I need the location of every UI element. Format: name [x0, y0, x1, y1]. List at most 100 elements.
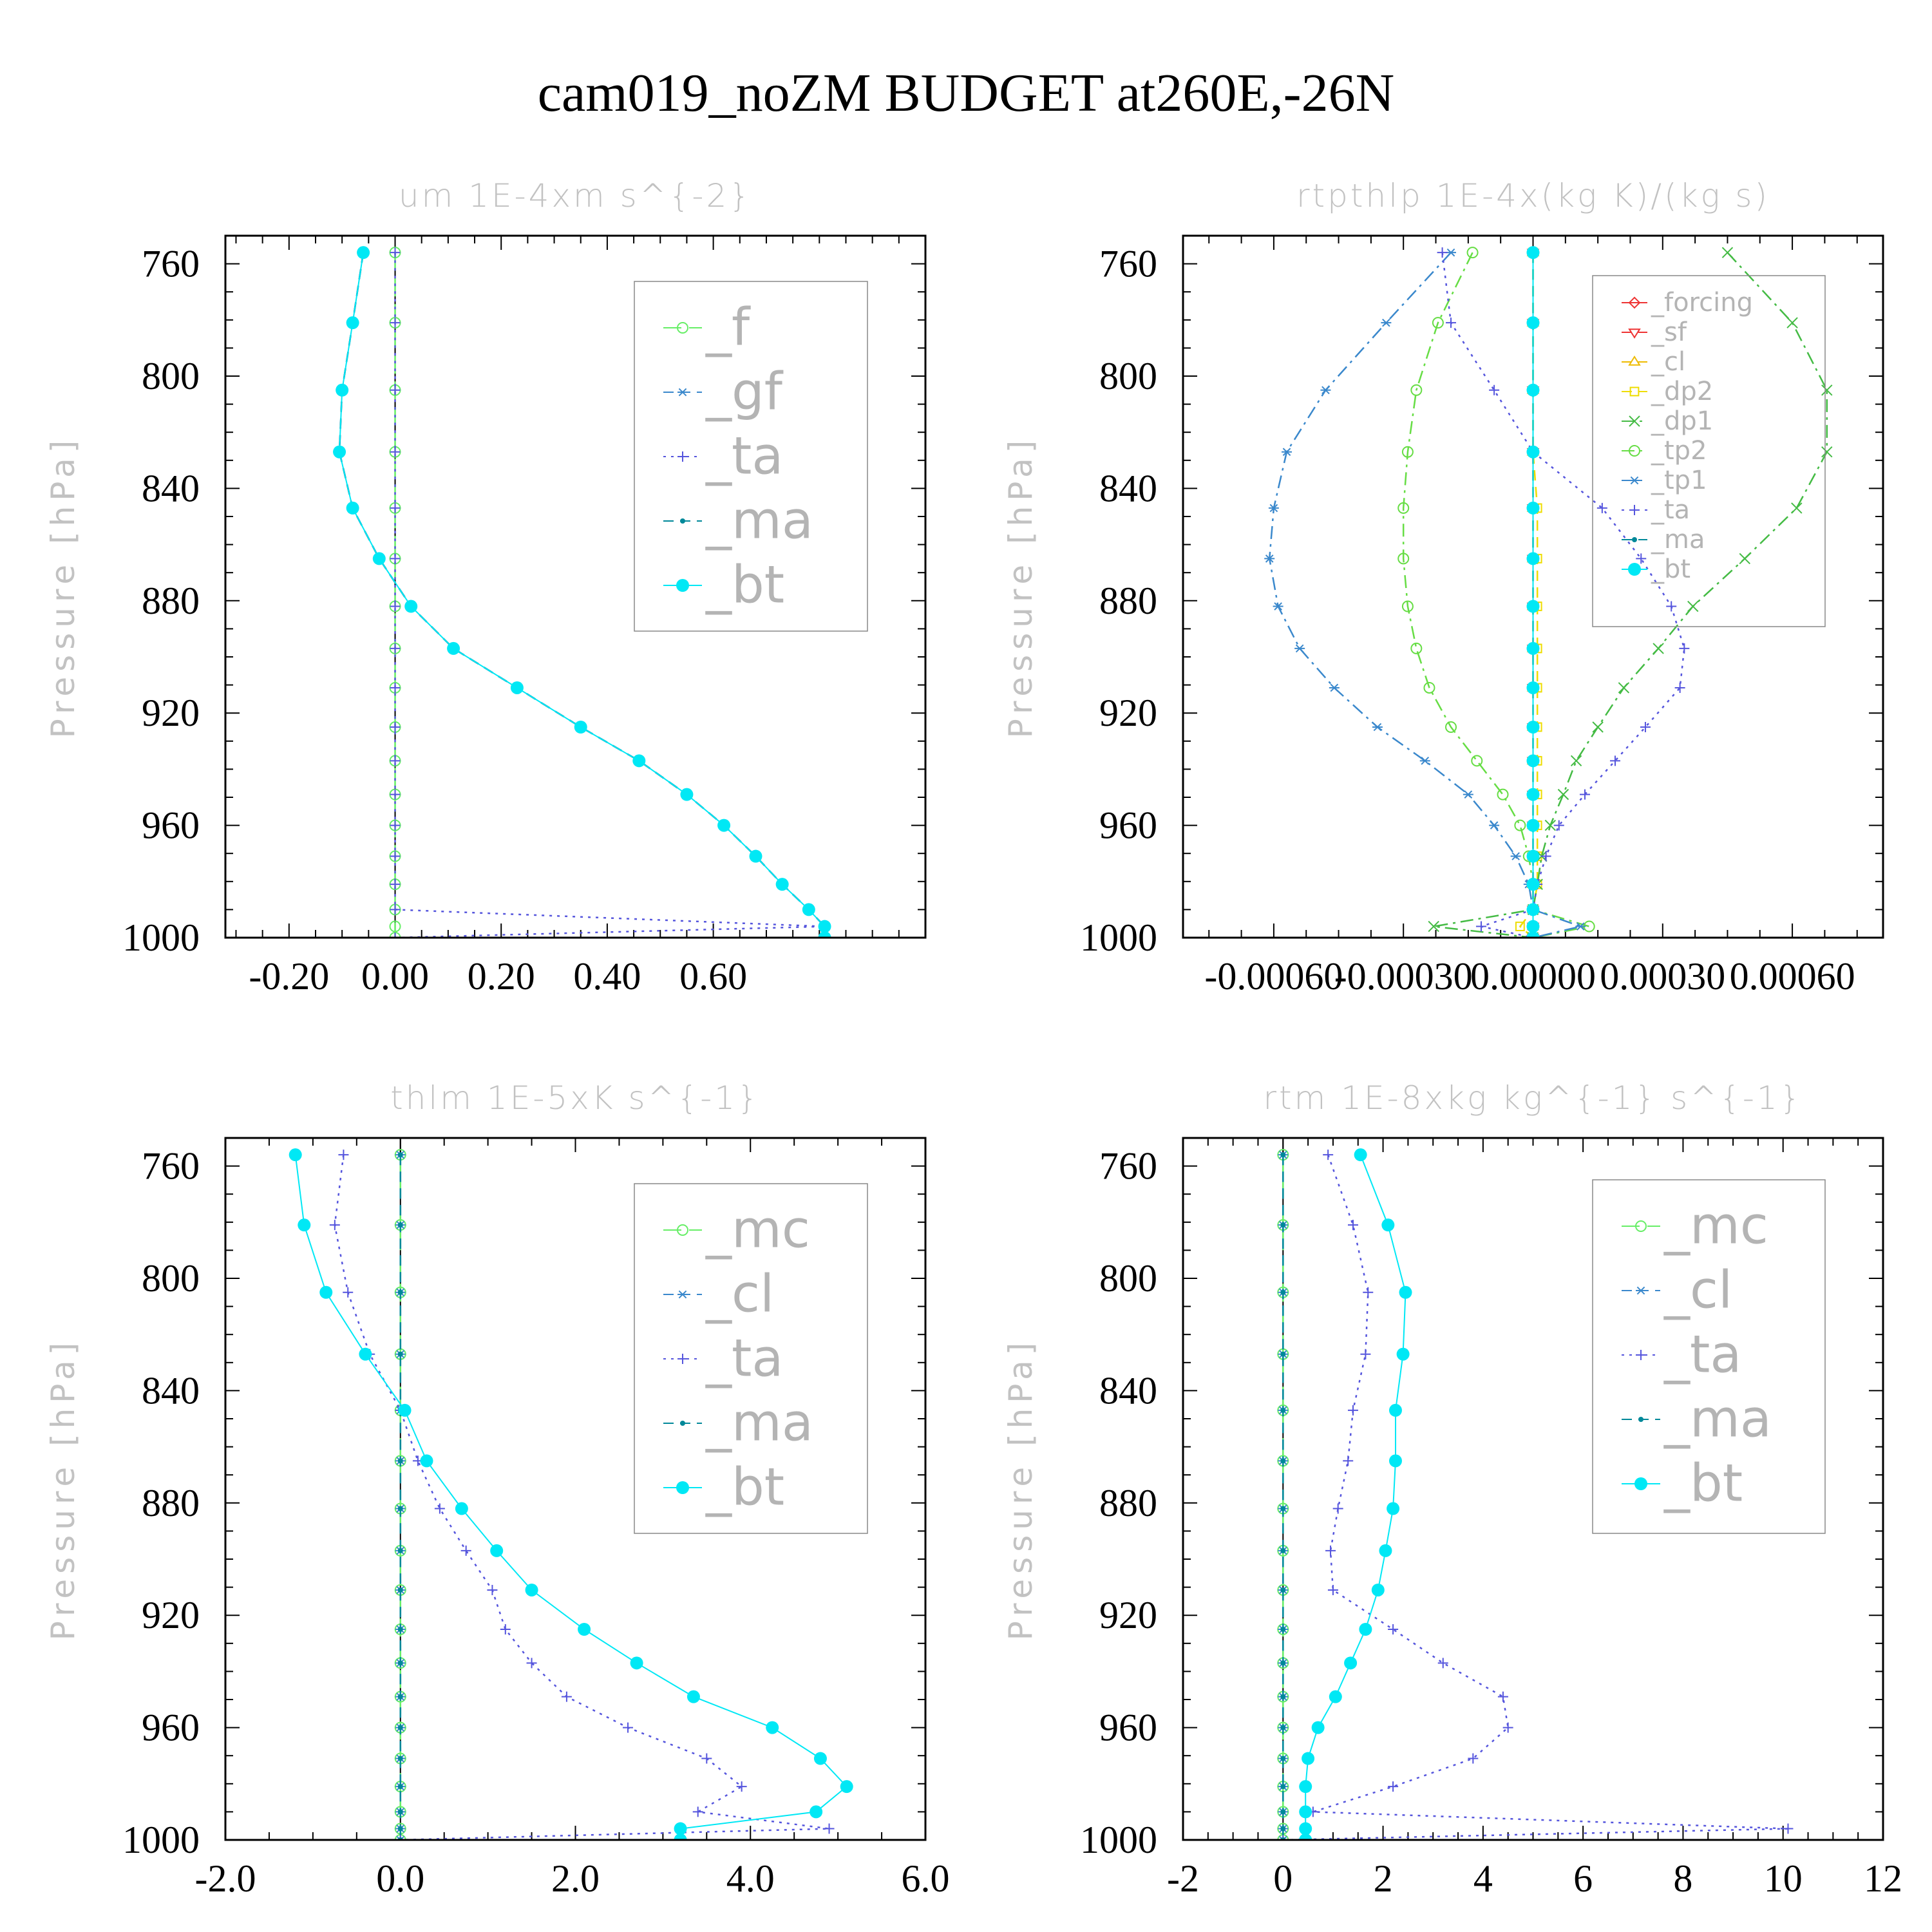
legend-marker: [680, 1421, 685, 1426]
point-bt: [447, 641, 460, 655]
point-cl: [395, 1835, 406, 1840]
point-bt: [1526, 819, 1540, 832]
x-tick-label: -0.00060: [1204, 955, 1343, 998]
point-dp1: [1618, 682, 1630, 694]
legend-marker: [677, 322, 688, 334]
point-bt: [810, 1805, 823, 1819]
x-tick-label: 8: [1673, 1857, 1692, 1900]
y-axis-label: Pressure [hPa]: [44, 1338, 82, 1641]
point-bt: [1371, 1583, 1385, 1596]
point-bt: [510, 681, 524, 694]
y-tick-label: 800: [1099, 1257, 1157, 1300]
series-line-ta: [334, 1155, 829, 1840]
panel-3: thlm 1E-5xK s^{-1} Pressure [hPa] 760 800 84…: [44, 1079, 950, 1900]
x-tick-label: 12: [1864, 1857, 1902, 1900]
point-ma: [1280, 1222, 1286, 1228]
point-bt: [840, 1780, 853, 1794]
point-ta: [338, 1150, 349, 1160]
legend-marker: [1629, 386, 1640, 397]
point-bt: [1388, 1403, 1402, 1417]
point-bt: [1526, 600, 1540, 613]
point-ta: [390, 446, 401, 457]
point-bt: [1526, 641, 1540, 655]
point-ma: [1280, 1756, 1286, 1761]
point-ta: [390, 755, 401, 766]
point-ta: [1347, 1220, 1358, 1231]
point-bt: [1526, 754, 1540, 768]
point-bt: [298, 1218, 311, 1232]
legend-label: _ta: [1663, 1324, 1741, 1384]
y-tick-label: 800: [1099, 355, 1157, 397]
legend-label: _forcing: [1651, 288, 1753, 317]
y-tick-label: 880: [142, 1482, 200, 1524]
point-ma: [397, 1826, 403, 1832]
plot-frame: [1182, 1137, 1884, 1841]
point-ta: [1468, 1753, 1479, 1764]
plot-frame: [1182, 234, 1884, 939]
x-tick-label: 0.0: [376, 1857, 424, 1900]
series-line-bt: [294, 1155, 848, 1840]
point-cl: [1278, 1835, 1289, 1840]
point-bt: [1526, 383, 1540, 397]
point-bt: [490, 1544, 504, 1557]
legend-box: [634, 281, 868, 632]
point-ta: [390, 317, 401, 328]
point-dp1: [1557, 788, 1569, 800]
panel-2: rtpthlp 1E-4x(kg K)/(kg s) Pressure [hPa]…: [1002, 177, 1884, 998]
point-ta: [460, 1545, 471, 1556]
point-ma: [397, 1756, 403, 1761]
legend-label: _bt: [1663, 1453, 1743, 1513]
x-tick-label: -0.00030: [1334, 955, 1473, 998]
panel-title: um 1E-4xm s^{-2}: [399, 177, 752, 214]
point-bt: [1526, 878, 1540, 891]
point-ta: [1437, 1658, 1448, 1669]
tick-marks: [1182, 1138, 1884, 1841]
point-ta: [824, 1823, 835, 1834]
legend-marker: [1628, 355, 1641, 366]
y-tick-label: 920: [142, 1594, 200, 1636]
y-tick-label: 760: [1099, 243, 1157, 285]
point-bt: [357, 246, 370, 260]
legend-label: _f: [705, 297, 751, 357]
point-dp1: [1786, 317, 1798, 328]
point-ma: [1280, 1289, 1286, 1295]
point-bt: [578, 1623, 591, 1636]
point-ta: [561, 1691, 572, 1702]
point-tp2: [1397, 502, 1410, 514]
point-ta: [343, 1287, 354, 1298]
point-ta: [395, 1835, 406, 1840]
point-tp2: [1497, 788, 1509, 800]
point-tp2: [1514, 819, 1526, 831]
legend-marker: [1629, 476, 1640, 485]
y-tick-label: 920: [1099, 692, 1157, 734]
legend-marker: [677, 1224, 688, 1236]
y-tick-label: 920: [1099, 1594, 1157, 1636]
panel-4: rtm 1E-8xkg kg^{-1} s^{-1} Pressure [hPa]…: [1002, 1079, 1902, 1900]
y-tick-label: 880: [1099, 580, 1157, 622]
point-bt: [1526, 920, 1540, 933]
point-ta: [1640, 722, 1651, 732]
point-ta: [1580, 789, 1591, 800]
legend-marker: [676, 1481, 689, 1494]
y-tick-label: 760: [142, 243, 200, 285]
point-ma: [397, 1548, 403, 1553]
series-line-dp1: [1433, 252, 1828, 938]
point-bt: [1381, 1218, 1395, 1232]
point-ma: [397, 1627, 403, 1632]
y-tick-label: 920: [142, 692, 200, 734]
series-group: [289, 1148, 853, 1840]
point-ma: [1280, 1784, 1286, 1790]
x-tick-label: 0: [1273, 1857, 1293, 1900]
point-tp1: [1489, 821, 1500, 829]
series-group: [333, 246, 831, 938]
legend-label: _dp2: [1651, 377, 1713, 406]
point-ma: [397, 1725, 403, 1730]
point-bt: [1526, 681, 1540, 694]
point-ma: [397, 1694, 403, 1700]
legend-label: _ma: [705, 1392, 813, 1452]
legend-label: _cl: [1663, 1260, 1732, 1320]
x-tick-label: 4.0: [726, 1857, 775, 1900]
x-tick-label: 0.00030: [1600, 955, 1725, 998]
legend: _f_gf_ta_ma_bt: [634, 281, 868, 632]
x-tick-label: 0.00: [361, 955, 429, 998]
